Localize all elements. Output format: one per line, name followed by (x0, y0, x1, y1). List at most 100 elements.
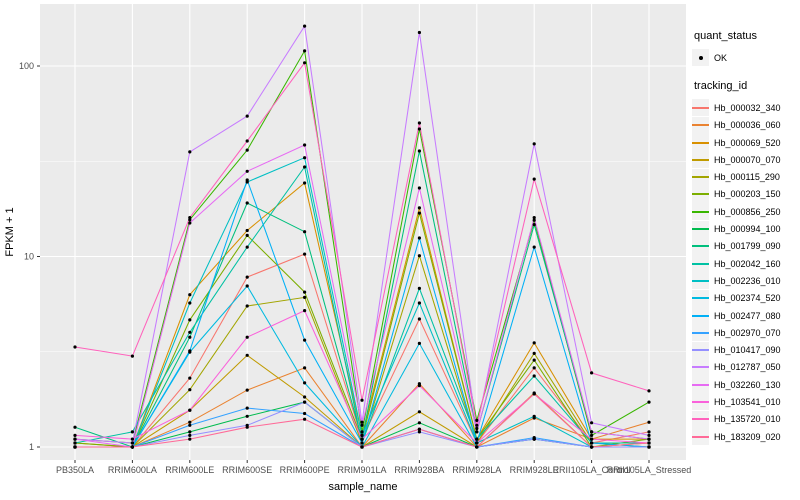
legend-item-label: Hb_032260_130 (714, 379, 781, 390)
data-point (73, 433, 77, 437)
x-tick-label: RRIM901LA (337, 465, 386, 475)
data-point (188, 335, 192, 339)
data-point (303, 165, 307, 169)
data-point (245, 201, 249, 205)
legend-line-icon (692, 418, 709, 421)
data-point (475, 418, 479, 422)
y-tick-label: 100 (19, 61, 34, 71)
legend-item: Hb_000069_520 (692, 134, 798, 152)
data-point (360, 430, 364, 434)
legend-item-label: Hb_183209_020 (714, 431, 781, 442)
data-point (303, 49, 307, 53)
legend-item: Hb_002042_160 (692, 255, 798, 273)
data-point (532, 392, 536, 396)
legend-item-label: Hb_002236_010 (714, 275, 781, 286)
data-point (188, 408, 192, 412)
legend-line-icon (692, 400, 709, 403)
data-point (475, 441, 479, 445)
data-point (188, 430, 192, 434)
data-point (417, 30, 421, 35)
data-point (417, 186, 421, 190)
data-point (245, 169, 249, 173)
data-point (303, 395, 307, 399)
data-point (647, 420, 651, 424)
data-point (188, 221, 192, 225)
legend-item: Hb_000856_250 (692, 203, 798, 221)
legend-line-icon (692, 383, 709, 386)
data-point (245, 414, 249, 418)
data-point (303, 143, 307, 147)
legend-key-box (692, 255, 709, 273)
legend-item: Hb_183209_020 (692, 428, 798, 446)
data-point (73, 437, 77, 441)
data-point (130, 430, 134, 434)
legend-item-label: OK (714, 52, 728, 63)
legend-item-label: Hb_002970_070 (714, 327, 781, 338)
data-point (303, 230, 307, 234)
legend-key-box (692, 168, 709, 186)
data-point (188, 433, 192, 437)
data-point (417, 127, 421, 131)
data-point (417, 206, 421, 210)
plot-panel (40, 4, 686, 460)
data-point (475, 423, 479, 427)
data-point (417, 430, 421, 434)
data-point (188, 318, 192, 322)
data-point (360, 423, 364, 427)
data-point (303, 61, 307, 65)
legend-line-icon (692, 314, 709, 317)
major-gridlines (40, 4, 686, 460)
x-tick-label: RRIM928LA (452, 465, 501, 475)
data-point (303, 295, 307, 299)
legend-item-label: Hb_000856_250 (714, 206, 781, 217)
x-tick-label: RRII105LA_Control (553, 465, 631, 475)
legend-line-icon (692, 349, 709, 352)
data-point (647, 433, 651, 437)
data-point (647, 445, 651, 449)
data-point (245, 178, 249, 182)
legend-key-box (692, 289, 709, 307)
data-point (360, 445, 364, 449)
axis-ticks (37, 65, 650, 463)
data-point (130, 441, 134, 445)
legend-item: Hb_012787_050 (692, 358, 798, 376)
minor-gridlines (40, 160, 686, 353)
data-point (532, 216, 536, 220)
data-point (188, 301, 192, 305)
legend-item-label: Hb_000069_520 (714, 137, 781, 148)
data-point (647, 389, 651, 393)
data-point (532, 366, 536, 370)
data-point (245, 388, 249, 392)
data-point (647, 430, 651, 434)
data-point (532, 358, 536, 362)
legend-item: Hb_002374_520 (692, 289, 798, 307)
legend-key-box (692, 393, 709, 411)
legend-line-icon (692, 193, 709, 196)
legend-item: Hb_000203_150 (692, 185, 798, 203)
legend-key-box (692, 307, 709, 324)
data-point (532, 414, 536, 418)
legend-line-icon (692, 366, 709, 369)
data-point (417, 254, 421, 258)
data-point (245, 228, 249, 233)
data-point (303, 381, 307, 385)
data-point (303, 411, 307, 416)
data-point (188, 420, 192, 424)
legend-line-icon (692, 176, 709, 179)
data-point (532, 223, 536, 227)
legend-line-icon (692, 279, 709, 282)
data-point (532, 351, 536, 355)
legend-line-icon (692, 331, 709, 334)
data-point (417, 149, 421, 153)
legend-item-label: Hb_000115_290 (714, 172, 780, 183)
data-point (475, 426, 479, 431)
legend-key-box (692, 324, 709, 342)
data-point (532, 177, 536, 181)
data-point (590, 421, 594, 425)
legend-item: Hb_135720_010 (692, 410, 798, 428)
legend-item: Hb_000032_340 (692, 99, 798, 117)
data-point (245, 353, 249, 357)
y-tick-label: 10 (24, 252, 34, 262)
data-point (188, 216, 192, 220)
data-point (532, 245, 536, 249)
